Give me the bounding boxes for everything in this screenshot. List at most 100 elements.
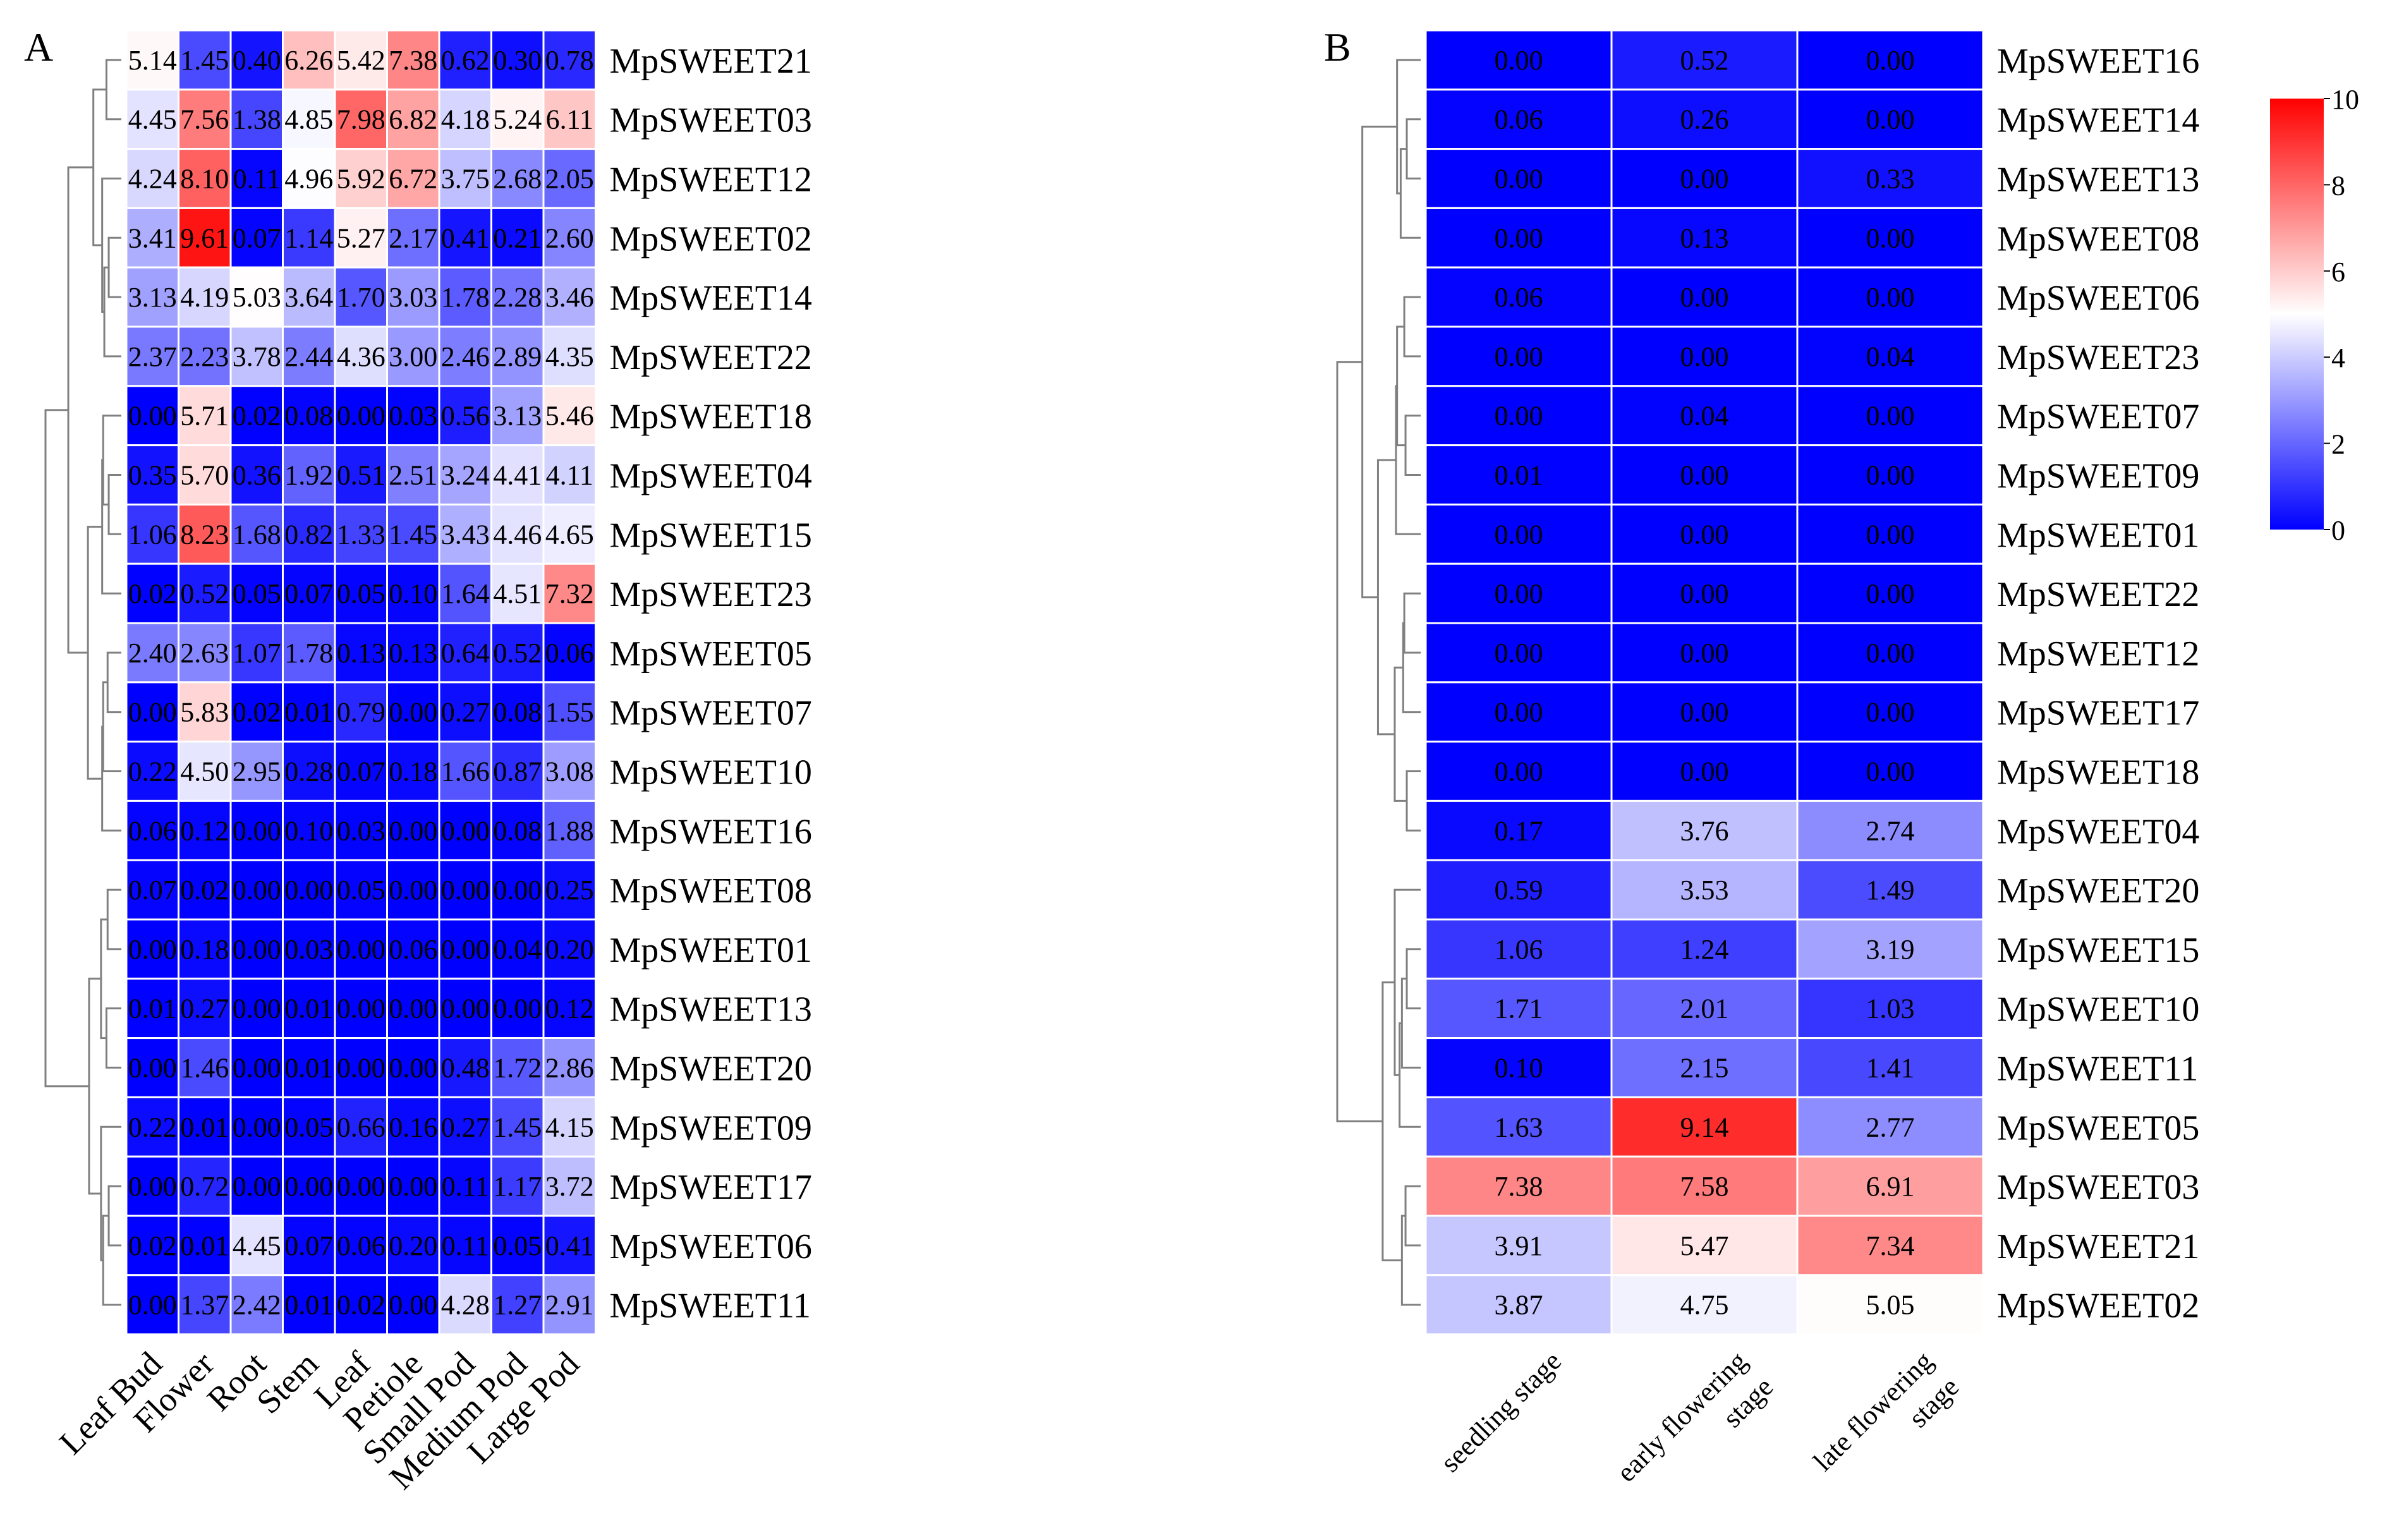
heatmap-cell [1796,918,1984,980]
heatmap-cell [1424,148,1613,209]
dendrogram-branch [1395,385,1421,535]
cell-value: 0.00 [1866,519,1915,550]
heatmap-cell [125,681,179,743]
heatmap-cell [1796,325,1984,387]
heatmap-cell [1796,1274,1984,1336]
heatmap-cell [1796,503,1984,565]
cell-value: 5.24 [493,104,542,135]
heatmap-cell [1424,741,1613,802]
cell-value: 0.04 [493,934,542,965]
heatmap-cell [1610,325,1799,387]
heatmap-cell [229,622,284,684]
cell-value: 8.23 [180,519,229,550]
cell-value: 0.06 [128,815,177,846]
heatmap-cell [438,148,492,209]
dendrogram-branch [44,409,89,1088]
cell-value: 0.00 [1866,578,1915,609]
row-label: MpSWEET13 [1997,161,2199,200]
cell-value: 1.06 [1495,934,1543,965]
cell-value: 0.00 [389,1290,437,1321]
heatmap-cell [1424,1096,1613,1158]
heatmap-cell [542,503,597,565]
heatmap-cell [334,266,388,328]
cell-value: 0.07 [337,756,386,787]
colorbar-tick-label: 2 [2331,429,2345,460]
cell-value: 0.00 [1495,578,1543,609]
dendrogram-branch [101,178,121,313]
cell-value: 0.00 [233,1112,281,1143]
heatmap-cell [334,1096,388,1158]
heatmap-cell [1610,266,1799,328]
cell-value: 2.60 [545,222,594,253]
cell-value: 0.00 [389,815,437,846]
cell-value: 0.00 [1866,460,1915,491]
heatmap-cell [282,978,336,1040]
colorbar: 0 2 4 6 8 10 [2270,84,2359,546]
cell-value: 0.00 [337,934,386,965]
cell-value: 6.11 [546,104,593,135]
row-label: MpSWEET11 [1997,1050,2198,1089]
cell-value: 1.66 [441,756,490,787]
cell-value: 1.27 [493,1290,542,1321]
heatmap-cell [386,88,440,150]
row-label: MpSWEET13 [610,990,812,1029]
dendrogram-branch [1403,296,1421,358]
cell-value: 0.02 [233,401,281,432]
dendrogram-branch [1403,592,1421,654]
cell-value: 7.38 [389,45,437,76]
heatmap-cell [490,1155,545,1217]
cell-value: 1.70 [337,282,386,313]
dendrogram-branch [103,266,121,358]
cell-value: 1.07 [233,638,281,669]
heatmap-cell [334,1274,388,1336]
heatmap-cell [438,266,492,328]
cell-value: 0.00 [128,1053,177,1084]
heatmap-cell [334,385,388,447]
cell-value: 0.00 [1495,164,1543,195]
cell-value: 0.01 [284,697,333,728]
cell-value: 2.01 [1680,993,1729,1024]
row-label: MpSWEET08 [610,871,812,911]
cell-value: 0.00 [1866,104,1915,135]
cell-value: 2.15 [1680,1053,1729,1084]
cell-value: 1.14 [284,222,333,253]
heatmap-cell [490,88,545,150]
heatmap-cell [1610,741,1799,802]
heatmap-cell [229,266,284,328]
cell-value: 0.05 [233,578,281,609]
heatmap-cell [229,1274,284,1336]
row-label: MpSWEET02 [610,219,812,258]
heatmap-cell [542,88,597,150]
row-label: MpSWEET18 [610,397,812,437]
column-label: late floweringstage [1807,1345,1965,1503]
column-label: early floweringstage [1611,1345,1780,1514]
heatmap-cell [386,799,440,861]
cell-value: 0.59 [1495,875,1543,906]
cell-value: 0.08 [284,401,333,432]
heatmap-cell [1424,1215,1613,1276]
cell-value: 0.03 [284,934,333,965]
heatmap-cell [1610,148,1799,209]
cell-value: 4.45 [233,1230,281,1261]
heatmap-cell [1424,325,1613,387]
heatmap-cell [386,1274,440,1336]
row-label: MpSWEET21 [610,42,812,81]
cell-value: 5.05 [1866,1290,1915,1321]
cell-value: 0.20 [389,1230,437,1261]
cell-value: 2.37 [128,341,177,372]
cell-value: 4.41 [493,460,542,491]
heatmap-cell [1796,266,1984,328]
cell-value: 0.56 [441,401,490,432]
cell-value: 0.05 [337,578,386,609]
cell-value: 0.05 [493,1230,542,1261]
heatmap-cell [438,1274,492,1336]
heatmap-cell [178,444,232,506]
cell-value: 0.79 [337,697,386,728]
cell-value: 4.19 [180,282,229,313]
heatmap-cell [1796,88,1984,150]
heatmap-cell [334,325,388,387]
cell-value: 0.66 [337,1112,386,1143]
cell-value: 0.04 [1680,401,1729,432]
cell-value: 7.32 [545,578,594,609]
cell-value: 0.00 [233,934,281,965]
